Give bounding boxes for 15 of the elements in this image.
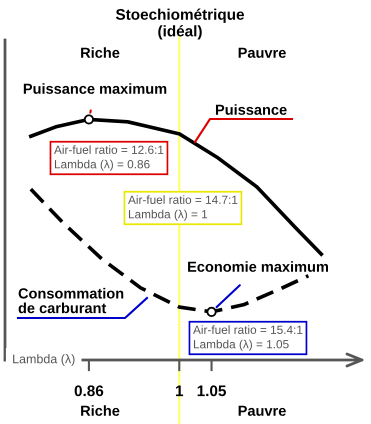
series-label: Consommation de carburant <box>18 288 124 314</box>
text: Pauvre <box>238 406 286 416</box>
x-axis-title: Lambda (λ) <box>13 354 75 366</box>
text: Riche <box>81 405 120 416</box>
ref-line-label: Stoechiométrique (idéal) <box>116 8 244 40</box>
x-tick-label: 1.05 <box>198 385 226 396</box>
annotation: Air-fuel ratio = 14.7:1 Lambda (λ) = 1 <box>128 195 238 221</box>
text: Puissance <box>216 104 287 115</box>
annotation: Puissance maximum <box>24 83 166 94</box>
x-tick-label: 0.86 <box>74 385 104 396</box>
text: Pauvre <box>238 48 286 58</box>
text: Riche <box>81 47 120 58</box>
annotation: Air-fuel ratio = 12.6:1 Lambda (λ) = 0.86 <box>54 145 164 171</box>
annotation: Economie maximum <box>188 261 328 272</box>
annotation: Air-fuel ratio = 15.4:1 Lambda (λ) = 1.05 <box>193 325 302 351</box>
